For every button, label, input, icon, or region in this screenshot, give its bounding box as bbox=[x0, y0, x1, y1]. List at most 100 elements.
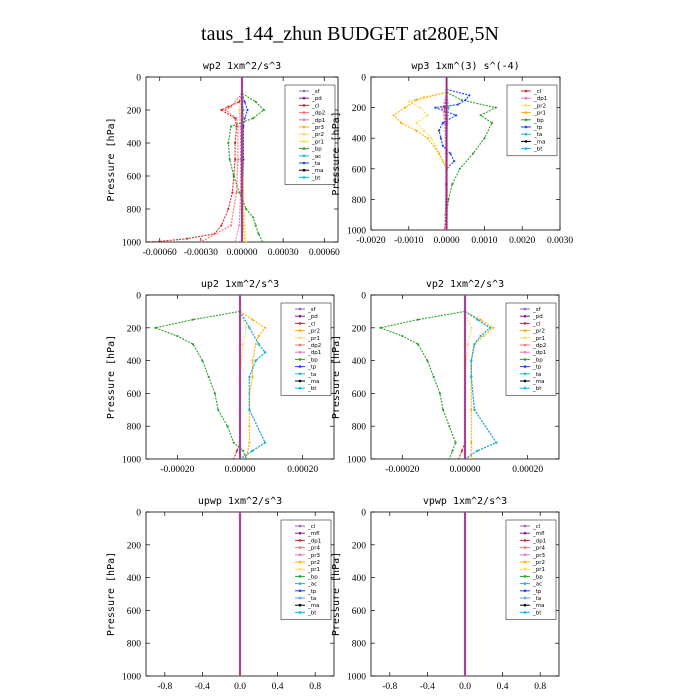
series-line bbox=[435, 88, 471, 230]
data-point bbox=[232, 174, 235, 178]
data-point bbox=[439, 137, 442, 140]
data-point bbox=[470, 326, 473, 329]
legend-entry: _cl bbox=[307, 321, 316, 327]
x-tick-label: 0.00000 bbox=[227, 248, 258, 258]
legend-marker bbox=[298, 553, 302, 557]
legend-marker bbox=[298, 524, 302, 528]
data-point bbox=[426, 359, 429, 362]
x-tick-label: -0.4 bbox=[420, 682, 435, 692]
legend-entry: _ma bbox=[307, 603, 319, 609]
x-tick-label: -0.8 bbox=[382, 682, 397, 692]
series-line bbox=[464, 310, 495, 459]
legend-marker bbox=[523, 358, 527, 361]
legend-entry: _dp2 bbox=[307, 343, 321, 349]
x-tick-label: 0.8 bbox=[309, 682, 321, 692]
series-line bbox=[227, 93, 265, 242]
data-point bbox=[228, 158, 231, 161]
legend-marker bbox=[298, 539, 302, 542]
x-tick-label: -0.00030 bbox=[184, 248, 218, 258]
data-point bbox=[246, 108, 249, 112]
legend-marker bbox=[523, 553, 527, 557]
data-point bbox=[451, 183, 454, 186]
legend-marker bbox=[298, 386, 302, 390]
data-point bbox=[236, 125, 239, 128]
legend-entry: _pr1 bbox=[532, 336, 545, 342]
legend-entry: _dp1 bbox=[532, 538, 546, 544]
legend-entry: _dp1 bbox=[307, 350, 321, 356]
data-point bbox=[458, 167, 461, 170]
data-point bbox=[232, 457, 235, 459]
panel-wp2: wp2 1xm^2/s^3 0 200 400 600 800 1000-0.00060 -0… bbox=[106, 61, 340, 258]
data-point bbox=[176, 334, 179, 338]
y-tick-label: 1000 bbox=[122, 673, 141, 683]
data-point bbox=[238, 108, 241, 112]
legend-marker bbox=[523, 531, 527, 535]
data-point bbox=[470, 408, 473, 411]
legend-entry: _sf bbox=[307, 307, 317, 313]
data-point bbox=[438, 392, 441, 395]
legend: _sf_pd_cl _dp2_dp1_pr3_pr2_pr1 _bp_ac_ta_m… bbox=[284, 84, 336, 185]
data-point bbox=[251, 449, 254, 452]
legend-entry: _ta bbox=[307, 596, 316, 602]
legend-entry: _ac bbox=[532, 582, 542, 588]
data-point bbox=[483, 137, 486, 140]
data-point bbox=[235, 117, 238, 120]
x-tick-label: -0.0020 bbox=[356, 236, 386, 246]
data-point bbox=[262, 108, 265, 112]
legend-entry: _sf bbox=[311, 89, 321, 95]
data-point bbox=[407, 100, 410, 103]
y-tick-label: 0 bbox=[361, 74, 366, 84]
y-tick-label: 1000 bbox=[347, 227, 366, 237]
y-tick-label: 600 bbox=[352, 165, 367, 175]
legend-marker bbox=[523, 365, 527, 368]
data-point bbox=[447, 198, 450, 201]
legend-entry: _bt bbox=[533, 147, 543, 153]
y-tick-label: 800 bbox=[352, 196, 367, 206]
data-point bbox=[231, 191, 234, 194]
data-point bbox=[400, 121, 403, 124]
series-line bbox=[152, 93, 243, 242]
y-tick-label: 400 bbox=[352, 357, 367, 367]
series-line bbox=[153, 310, 247, 459]
legend-box bbox=[505, 302, 557, 396]
legend-entry: _pr3 bbox=[307, 553, 321, 559]
legend-entry: _dp2 bbox=[532, 343, 546, 349]
data-point bbox=[234, 158, 237, 161]
y-tick-label: 200 bbox=[352, 541, 367, 551]
data-point bbox=[254, 100, 257, 103]
legend-entry: _pr2 bbox=[307, 329, 320, 335]
data-point bbox=[201, 359, 204, 362]
data-point bbox=[468, 94, 471, 97]
legend-entry: _bt bbox=[532, 610, 542, 616]
y-tick-label: 800 bbox=[127, 640, 142, 650]
x-tick-label: 0.00000 bbox=[450, 465, 481, 475]
legend-marker bbox=[298, 611, 302, 614]
legend-box bbox=[505, 519, 557, 620]
data-point bbox=[226, 425, 229, 428]
data-point bbox=[191, 343, 195, 346]
legend-marker bbox=[523, 379, 527, 383]
data-point bbox=[454, 441, 457, 444]
legend-entry: _dp1 bbox=[533, 96, 547, 102]
legend: _cl_mfl_dp1_pr4_pr3_pr2_pr1_bp_ac_tp_ta_… bbox=[505, 519, 557, 620]
x-tick-label: -0.00020 bbox=[160, 465, 194, 475]
legend-marker bbox=[523, 603, 527, 607]
legend-marker bbox=[302, 104, 306, 107]
data-point bbox=[186, 237, 189, 240]
legend-marker bbox=[524, 118, 528, 122]
data-point bbox=[437, 129, 441, 132]
legend-marker bbox=[523, 546, 527, 549]
legend-entry: _ma bbox=[311, 168, 323, 174]
y-tick-label: 0 bbox=[361, 292, 366, 302]
legend-marker bbox=[523, 567, 527, 571]
data-point bbox=[449, 152, 452, 155]
plot-area bbox=[153, 295, 267, 459]
data-point bbox=[245, 207, 248, 211]
legend-entry: _cl bbox=[307, 524, 316, 530]
data-point bbox=[248, 326, 251, 329]
legend-entry: _ta bbox=[311, 161, 320, 167]
data-point bbox=[467, 343, 470, 346]
legend-entry: _pr4 bbox=[307, 546, 321, 552]
data-point bbox=[151, 240, 154, 242]
data-point bbox=[264, 351, 267, 354]
